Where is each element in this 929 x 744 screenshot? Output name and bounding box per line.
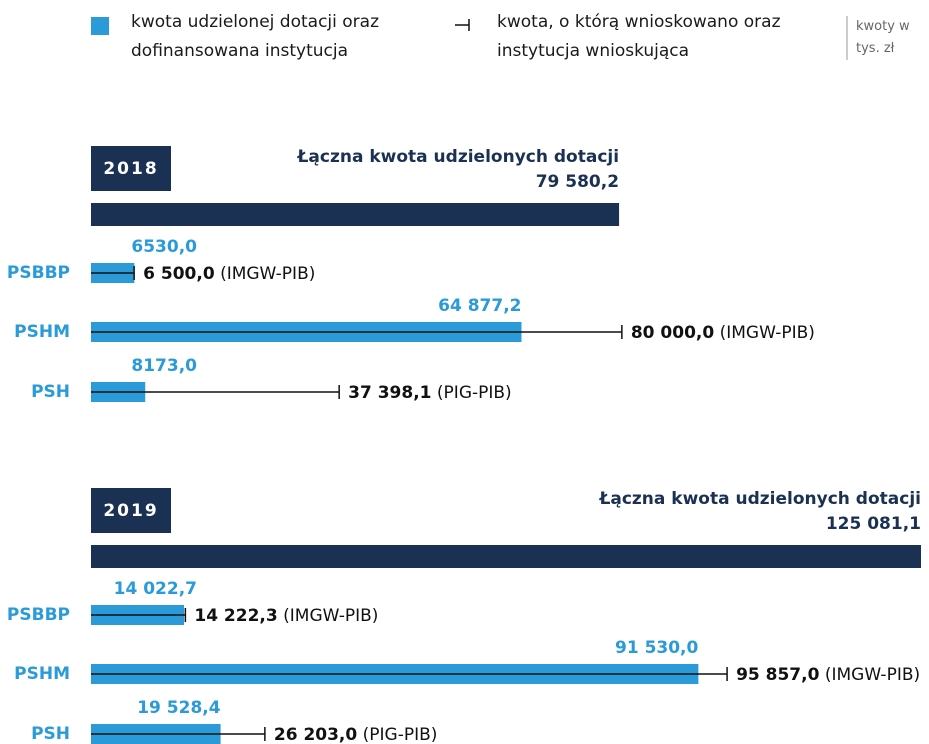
institution: (IMGW-PIB) <box>220 264 315 284</box>
total-bar <box>91 203 620 226</box>
year-label: 2019 <box>103 501 158 521</box>
institution: (PIG-PIB) <box>363 725 438 744</box>
institution: (IMGW-PIB) <box>825 665 920 685</box>
year-label: 2018 <box>103 159 158 179</box>
request-value: 26 203,0 <box>274 725 358 744</box>
category-label: PSBBP <box>7 605 70 625</box>
institution: (IMGW-PIB) <box>720 323 815 343</box>
institution: (PIG-PIB) <box>437 383 512 403</box>
request-label: 95 857,0 (IMGW-PIB) <box>736 665 920 685</box>
total-label: Łączna kwota udzielonych dotacji <box>598 489 921 509</box>
total-bar <box>91 545 921 568</box>
total-label: Łączna kwota udzielonych dotacji <box>297 147 620 167</box>
request-label: 26 203,0 (PIG-PIB) <box>274 725 438 744</box>
legend-entry: kwota, o którą wnioskowano oraz instytuc… <box>497 12 781 61</box>
request-value: 14 222,3 <box>194 606 277 626</box>
year-box <box>91 488 171 533</box>
request-label: 37 398,1 (PIG-PIB) <box>348 383 512 403</box>
category-label: PSHM <box>14 664 70 684</box>
request-value: 6 500,0 <box>143 264 215 284</box>
category-label: PSH <box>31 724 70 744</box>
request-label: 14 222,3 (IMGW-PIB) <box>194 606 378 626</box>
value-label: 6530,0 <box>131 237 197 257</box>
year-box <box>91 146 171 191</box>
request-label: 80 000,0 (IMGW-PIB) <box>631 323 815 343</box>
value-label: 19 528,4 <box>137 698 221 718</box>
total-value: 125 081,1 <box>826 514 921 534</box>
unit-note: kwoty w tys. zł <box>846 16 926 60</box>
value-label: 64 877,2 <box>438 296 521 316</box>
value-label: 14 022,7 <box>114 579 197 599</box>
legend-swatch <box>91 17 109 35</box>
value-label: 91 530,0 <box>615 638 699 658</box>
category-label: PSBBP <box>7 263 70 283</box>
total-value: 79 580,2 <box>536 172 619 192</box>
request-value: 95 857,0 <box>736 665 820 685</box>
value-label: 8173,0 <box>131 356 197 376</box>
institution: (IMGW-PIB) <box>283 606 378 626</box>
request-label: 6 500,0 (IMGW-PIB) <box>143 264 315 284</box>
request-value: 37 398,1 <box>348 383 431 403</box>
request-value: 80 000,0 <box>631 323 715 343</box>
category-label: PSH <box>31 382 70 402</box>
legend-entry: kwota udzielonej dotacji oraz dofinansow… <box>131 12 379 61</box>
category-label: PSHM <box>14 322 70 342</box>
